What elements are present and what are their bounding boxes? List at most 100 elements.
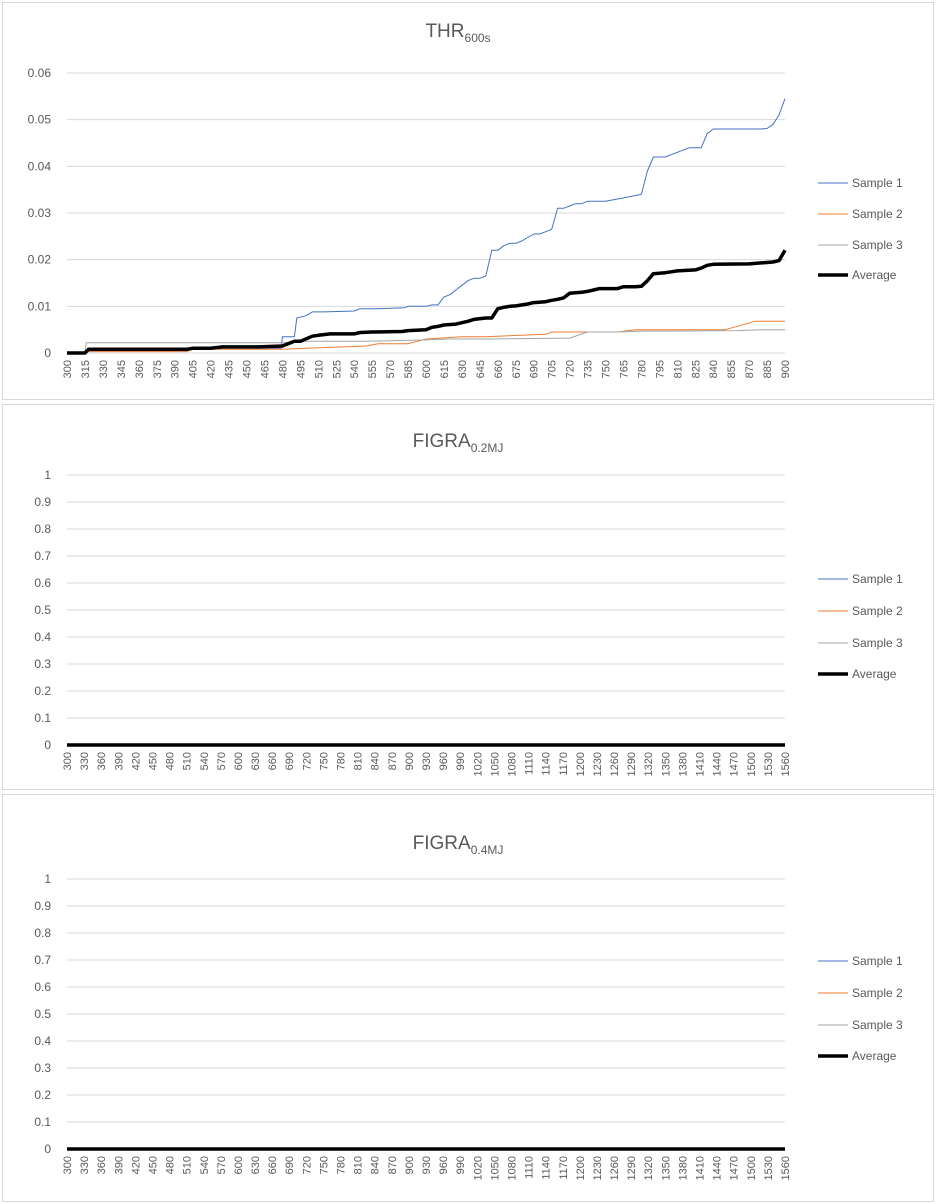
y-tick-label: 0.1: [34, 711, 51, 725]
x-tick-label: 585: [403, 360, 415, 378]
legend-label-sample-2: Sample 2: [852, 604, 903, 618]
x-tick-label: 600: [233, 752, 245, 770]
x-tick-label: 1170: [558, 752, 570, 776]
x-tick-label: 300: [62, 1156, 74, 1174]
x-tick-label: 540: [199, 1156, 211, 1174]
y-tick-label: 0: [44, 346, 51, 360]
x-tick-label: 300: [62, 360, 74, 378]
x-tick-label: 540: [199, 752, 211, 770]
chart-panel-figra02: FIGRA0.2MJ 0 0.1 0.2 0.3 0.4 0.5 0.6 0.7 0.8 0.9 1 3…: [2, 404, 934, 790]
x-tick-label: 1140: [541, 1156, 553, 1180]
x-tick-label: 630: [250, 752, 262, 770]
x-tick-label: 300: [62, 752, 74, 770]
y-tick-label: 0.01: [28, 299, 52, 313]
chart-title-subscript: 600s: [465, 31, 491, 45]
x-tick-label: 660: [493, 360, 505, 378]
y-tick-label: 0: [44, 1142, 51, 1156]
series-line-sample-3: [67, 329, 785, 354]
series-line-average: [67, 249, 787, 355]
legend-label-average: Average: [852, 1049, 897, 1063]
x-tick-label: 330: [79, 752, 91, 770]
x-tick-label: 780: [636, 360, 648, 378]
x-tick-label: 525: [331, 360, 343, 378]
x-tick-label: 330: [79, 1156, 91, 1174]
x-tick-label: 495: [295, 360, 307, 378]
y-tick-label: 0.9: [34, 899, 51, 913]
x-tick-label: 420: [130, 1156, 142, 1174]
x-tick-label: 1260: [609, 752, 621, 776]
x-tick-label: 360: [134, 360, 146, 378]
y-tick-label: 0.4: [34, 1034, 51, 1048]
x-tick-label: 540: [349, 360, 361, 378]
x-tick-label: 1080: [506, 752, 518, 776]
y-tick-label: 0.8: [34, 926, 51, 940]
x-tick-label: 690: [284, 752, 296, 770]
legend-label-sample-1: Sample 1: [852, 572, 903, 586]
y-tick-label: 0.3: [34, 1061, 51, 1075]
y-tick-label: 0: [44, 738, 51, 752]
x-tick-label: 510: [182, 1156, 194, 1174]
y-tick-label: 0.7: [34, 549, 51, 563]
legend-label-sample-2: Sample 2: [852, 207, 903, 221]
x-tick-label: 450: [242, 360, 254, 378]
x-tick-label: 420: [130, 752, 142, 770]
x-tick-label: 690: [529, 360, 541, 378]
legend-label-sample-3: Sample 3: [852, 636, 903, 650]
x-tick-label: 810: [672, 360, 684, 378]
x-tick-label: 675: [511, 360, 523, 378]
series-line-sample-1: [67, 98, 786, 354]
x-tick-label: 570: [216, 1156, 228, 1174]
x-tick-label: 750: [318, 752, 330, 770]
x-tick-label: 870: [387, 1156, 399, 1174]
x-tick-label: 450: [147, 752, 159, 770]
x-tick-label: 720: [301, 1156, 313, 1174]
x-tick-label: 1410: [695, 1156, 707, 1180]
chart-title-main: FIGRA: [413, 833, 471, 854]
chart-panel-thr600s: THR600s 0 0.01 0.02 0.03 0.04 0.05 0.06 300 315 33…: [2, 2, 934, 400]
x-tick-label: 1440: [712, 1156, 724, 1180]
y-tick-label: 0.2: [34, 1088, 51, 1102]
x-tick-label: 1230: [592, 752, 604, 776]
x-tick-label: 600: [421, 360, 433, 378]
chart-title: THR600s: [425, 21, 490, 45]
x-tick-label: 660: [267, 752, 279, 770]
x-tick-label: 720: [301, 752, 313, 770]
x-tick-label: 435: [224, 360, 236, 378]
chart-title-subscript: 0.2MJ: [471, 441, 504, 455]
x-tick-label: 330: [98, 360, 110, 378]
y-tick-label: 0.8: [34, 522, 51, 536]
x-tick-label: 1470: [729, 752, 741, 776]
x-tick-label: 960: [438, 752, 450, 770]
x-tick-label: 990: [455, 1156, 467, 1174]
x-tick-label: 870: [387, 752, 399, 770]
x-tick-label: 315: [80, 360, 92, 378]
legend-label-sample-1: Sample 1: [852, 176, 903, 190]
x-tick-label: 390: [170, 360, 182, 378]
x-tick-label: 780: [336, 1156, 348, 1174]
x-tick-label: 1380: [677, 1156, 689, 1180]
x-tick-label: 1200: [575, 1156, 587, 1180]
x-tick-label: 375: [152, 360, 164, 378]
x-tick-label: 1110: [524, 1156, 536, 1179]
x-tick-label: 960: [438, 1156, 450, 1174]
x-tick-label: 1560: [780, 1156, 792, 1180]
chart-title-main: FIGRA: [413, 431, 471, 452]
x-tick-label: 1020: [472, 752, 484, 776]
x-tick-label: 465: [259, 360, 271, 378]
x-tick-label: 360: [96, 1156, 108, 1174]
x-tick-label: 510: [182, 752, 194, 770]
x-tick-label: 450: [147, 1156, 159, 1174]
legend-label-sample-2: Sample 2: [852, 986, 903, 1000]
y-tick-label: 0.3: [34, 657, 51, 671]
x-tick-label: 1080: [506, 1156, 518, 1180]
x-tick-label: 570: [385, 360, 397, 378]
x-tick-label: 420: [206, 360, 218, 378]
x-tick-label: 900: [780, 360, 792, 378]
x-tick-label: 510: [313, 360, 325, 378]
x-tick-label: 840: [370, 752, 382, 770]
x-tick-label: 930: [421, 752, 433, 770]
x-tick-label: 390: [113, 752, 125, 770]
x-tick-label: 690: [284, 1156, 296, 1174]
x-tick-label: 660: [267, 1156, 279, 1174]
x-tick-label: 930: [421, 1156, 433, 1174]
